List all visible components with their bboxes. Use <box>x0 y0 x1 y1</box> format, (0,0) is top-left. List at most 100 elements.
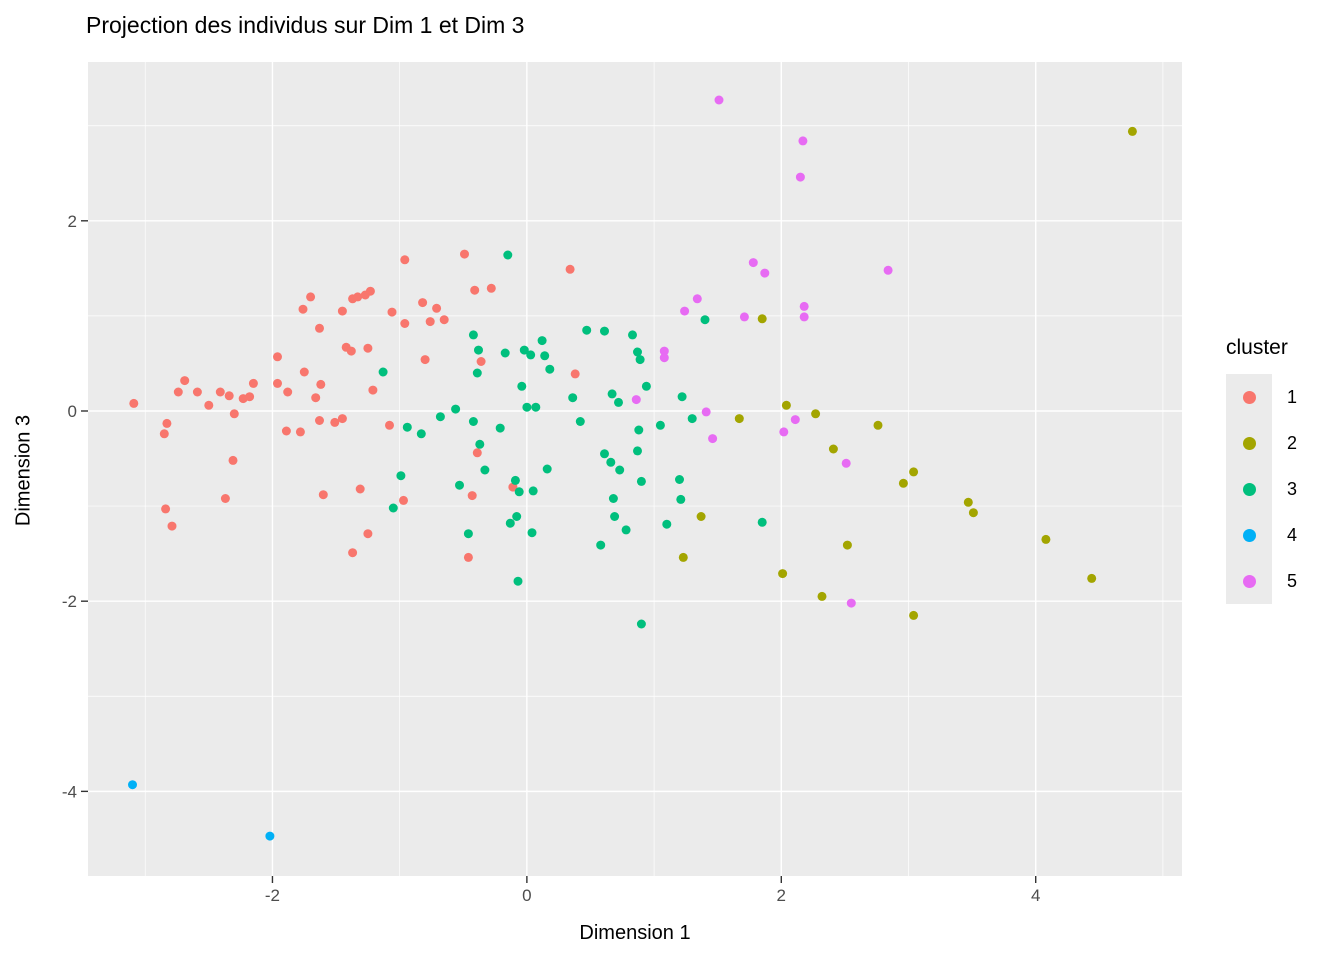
data-point-cluster-3 <box>522 402 532 412</box>
data-point-cluster-3 <box>676 494 686 504</box>
data-point-cluster-5 <box>701 407 711 417</box>
legend-title: cluster <box>1226 336 1288 359</box>
legend-item-label: 2 <box>1287 432 1298 453</box>
data-point-cluster-2 <box>1127 126 1137 136</box>
data-point-cluster-1 <box>248 378 258 388</box>
data-point-cluster-2 <box>828 444 838 454</box>
data-point-cluster-1 <box>346 346 356 356</box>
data-point-cluster-3 <box>687 414 697 424</box>
legend-item-2: 2 <box>1226 420 1297 466</box>
data-point-cluster-3 <box>545 364 555 374</box>
data-point-cluster-1 <box>215 387 225 397</box>
legend-item-label: 1 <box>1287 386 1298 407</box>
data-point-cluster-3 <box>527 528 537 538</box>
data-point-cluster-5 <box>692 294 702 304</box>
data-point-cluster-1 <box>315 416 324 425</box>
data-point-cluster-3 <box>662 519 672 529</box>
data-point-cluster-2 <box>909 610 919 620</box>
data-point-cluster-5 <box>846 598 856 608</box>
data-point-cluster-2 <box>817 591 827 601</box>
data-point-cluster-3 <box>475 439 485 449</box>
data-point-cluster-2 <box>898 478 908 488</box>
data-point-cluster-1 <box>363 343 373 353</box>
data-point-cluster-1 <box>385 420 394 430</box>
legend-item-label: 5 <box>1287 570 1298 591</box>
legend-item-1: 1 <box>1226 374 1297 420</box>
data-point-cluster-3 <box>700 315 710 325</box>
y-tick-label: 2 <box>68 212 77 231</box>
data-point-cluster-3 <box>540 351 550 361</box>
data-point-cluster-3 <box>495 423 505 433</box>
data-point-cluster-1 <box>315 323 324 333</box>
data-point-cluster-1 <box>399 495 408 505</box>
legend-item-label: 4 <box>1287 524 1298 545</box>
data-point-cluster-1 <box>159 429 169 439</box>
y-tick-label: 0 <box>68 402 77 421</box>
data-point-cluster-3 <box>614 397 623 407</box>
data-point-cluster-5 <box>841 458 851 468</box>
data-point-cluster-1 <box>229 409 239 419</box>
legend-item-3: 3 <box>1226 466 1297 512</box>
data-point-cluster-1 <box>337 306 347 316</box>
data-point-cluster-3 <box>582 325 592 335</box>
data-point-cluster-3 <box>641 381 651 391</box>
data-point-cluster-1 <box>365 286 375 296</box>
data-point-cluster-5 <box>779 427 789 437</box>
data-point-cluster-1 <box>470 285 480 295</box>
y-tick-label: -2 <box>62 592 77 611</box>
data-point-cluster-5 <box>799 301 809 311</box>
data-point-cluster-3 <box>655 420 665 430</box>
x-tick-label: 4 <box>1031 886 1040 905</box>
data-point-cluster-1 <box>173 387 183 397</box>
data-point-cluster-5 <box>790 415 800 425</box>
data-point-cluster-3 <box>633 347 642 357</box>
legend-item-4: 4 <box>1226 512 1297 558</box>
data-point-cluster-1 <box>570 369 580 379</box>
data-point-cluster-3 <box>608 494 618 503</box>
data-point-cluster-5 <box>680 306 690 316</box>
x-tick-label: 2 <box>777 886 786 905</box>
legend-items: 1 2 3 4 5 <box>1226 374 1297 604</box>
data-point-cluster-3 <box>528 486 538 496</box>
data-point-cluster-3 <box>514 487 524 497</box>
legend-key-swatch <box>1226 558 1272 604</box>
data-point-cluster-3 <box>542 464 552 474</box>
data-point-cluster-2 <box>781 400 791 410</box>
data-point-cluster-3 <box>636 476 646 486</box>
data-point-cluster-3 <box>634 425 644 435</box>
data-point-cluster-3 <box>633 446 642 456</box>
data-point-cluster-1 <box>472 448 482 458</box>
data-point-cluster-1 <box>162 418 172 428</box>
legend-key-swatch <box>1226 374 1272 420</box>
data-point-cluster-3 <box>575 417 585 426</box>
data-point-cluster-3 <box>596 540 606 550</box>
data-point-cluster-5 <box>659 353 669 363</box>
data-point-cluster-3 <box>628 330 637 340</box>
data-point-cluster-3 <box>468 417 478 426</box>
data-point-cluster-1 <box>400 255 410 265</box>
legend-key-swatch <box>1226 512 1272 558</box>
data-point-cluster-2 <box>678 552 688 562</box>
data-point-cluster-1 <box>281 426 291 436</box>
data-point-cluster-3 <box>526 350 536 360</box>
chart-title: Projection des individus sur Dim 1 et Di… <box>86 12 525 38</box>
data-point-cluster-3 <box>537 336 547 346</box>
data-point-cluster-1 <box>316 379 326 389</box>
data-point-cluster-2 <box>963 497 973 507</box>
data-point-cluster-1 <box>420 355 430 365</box>
data-point-cluster-1 <box>387 307 397 317</box>
data-point-cluster-3 <box>621 525 631 535</box>
data-point-cluster-3 <box>505 518 515 528</box>
data-point-cluster-5 <box>708 434 718 444</box>
data-point-cluster-3 <box>635 355 645 365</box>
data-point-cluster-3 <box>600 449 609 459</box>
legend-item-5: 5 <box>1226 558 1297 604</box>
legend: cluster 1 2 3 4 5 <box>1226 336 1297 604</box>
data-point-cluster-2 <box>734 414 744 424</box>
data-point-cluster-1 <box>273 352 282 362</box>
legend-item-label: 3 <box>1287 478 1298 499</box>
data-point-cluster-3 <box>600 326 609 336</box>
data-point-cluster-1 <box>180 376 190 386</box>
data-point-cluster-1 <box>363 529 373 539</box>
